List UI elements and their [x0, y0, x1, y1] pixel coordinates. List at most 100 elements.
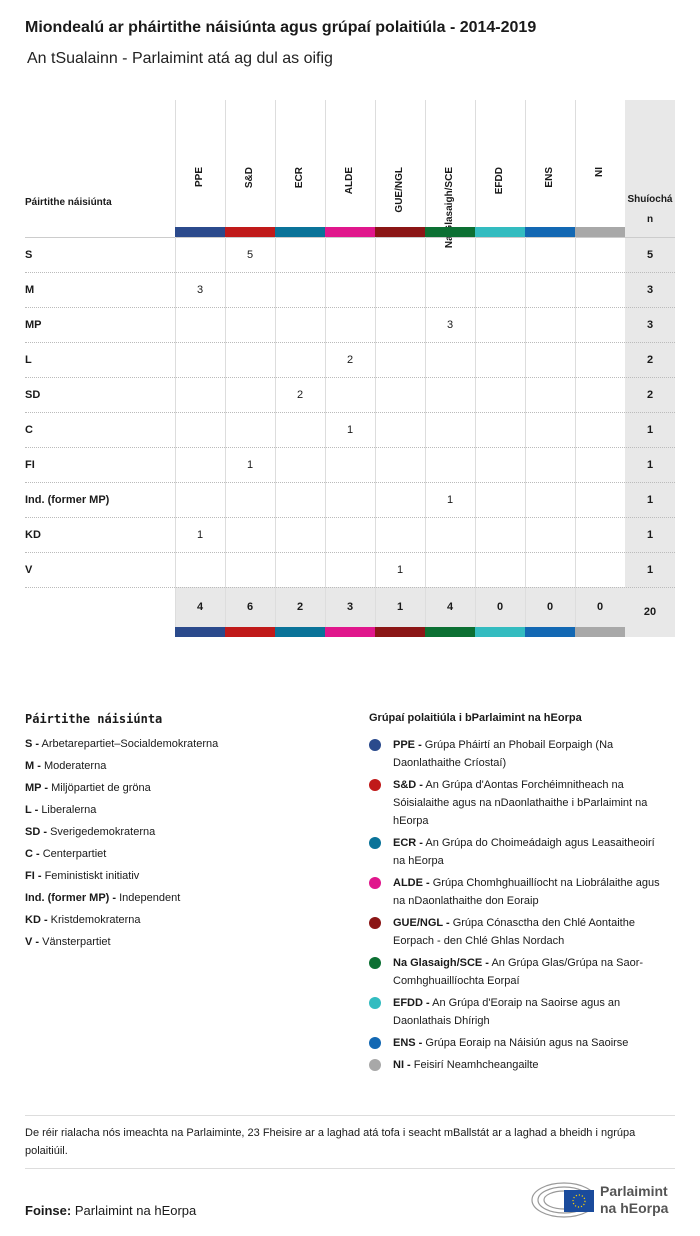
seat-count: 2 [346, 353, 354, 366]
logo-line2: na hEorpa [600, 1200, 669, 1216]
group-color-dot [369, 997, 381, 1009]
group-color-bar [275, 627, 325, 637]
seat-count: 3 [196, 283, 204, 296]
column-total: 2 [296, 601, 304, 613]
party-label: KD [25, 528, 41, 541]
party-name: Independent [119, 892, 181, 904]
group-color-bar [275, 227, 325, 237]
group-legend-item: PPE - Grúpa Pháirtí an Phobail Eorpaigh … [369, 736, 669, 772]
column-divider [225, 100, 226, 637]
party-name: Vänsterpartiet [42, 936, 111, 948]
group-legend-item: ECR - An Grúpa do Choimeádaigh agus Leas… [369, 834, 669, 870]
column-divider [275, 100, 276, 637]
party-label: L [25, 353, 32, 366]
group-abbr: EFDD - [393, 997, 430, 1009]
hemicycle-icon [531, 1182, 597, 1218]
group-name: An Grúpa d'Aontas Forchéimnitheach na Só… [393, 779, 648, 827]
column-total: 0 [546, 601, 554, 613]
column-label: ENS [544, 167, 555, 188]
group-color-dot [369, 877, 381, 889]
seat-count: 1 [446, 493, 454, 506]
party-legend-item: C - Centerpartiet [25, 848, 106, 860]
source: Foinse: Parlaimint na hEorpa [25, 1203, 196, 1218]
group-name: An Grúpa Glas/Grúpa na Saor-Comhghuaillí… [393, 957, 644, 987]
column-label: NI [594, 167, 605, 177]
party-legend-item: S - Arbetarepartiet–Socialdemokraterna [25, 738, 218, 750]
party-total: 1 [646, 458, 654, 471]
party-abbr: SD - [25, 826, 47, 838]
source-value: Parlaimint na hEorpa [74, 1203, 197, 1218]
group-color-bar [475, 627, 525, 637]
party-total: 3 [646, 318, 654, 331]
party-abbr: S - [25, 738, 40, 750]
parties-legend-heading: Páirtithe náisiúnta [25, 712, 163, 726]
column-header: ENS [525, 100, 575, 227]
column-divider [525, 100, 526, 637]
column-total: 0 [596, 601, 604, 613]
row-header: Páirtithe náisiúnta [25, 197, 112, 208]
group-color-bar [575, 227, 625, 237]
seats-table: Páirtithe náisiúnta Shuíochán PPE 4 S&D 6 ECR 2… [25, 100, 675, 637]
party-abbr: MP - [25, 782, 49, 794]
column-header: Na Glasaigh/SCE [425, 100, 475, 248]
party-total: 1 [646, 528, 654, 541]
group-color-dot [369, 957, 381, 969]
column-header: PPE [175, 100, 225, 227]
ep-logo: Parlaimint na hEorpa [530, 1180, 680, 1220]
party-label: M [25, 283, 35, 296]
party-total: 3 [646, 283, 654, 296]
column-divider [425, 100, 426, 637]
divider [25, 1115, 675, 1116]
party-label: V [25, 563, 33, 576]
groups-legend-heading: Grúpaí polaitiúla i bParlaimint na hEorp… [369, 712, 582, 724]
party-name: Miljöpartiet de gröna [51, 782, 151, 794]
column-divider [375, 100, 376, 637]
group-color-dot [369, 917, 381, 929]
group-abbr: GUE/NGL - [393, 917, 450, 929]
group-color-dot [369, 739, 381, 751]
column-total: 4 [196, 601, 204, 613]
group-abbr: ECR - [393, 837, 423, 849]
column-divider [325, 100, 326, 637]
party-abbr: M - [25, 760, 41, 772]
column-total: 3 [346, 601, 354, 613]
party-name: Centerpartiet [42, 848, 107, 860]
group-color-bar [225, 227, 275, 237]
group-abbr: NI - [393, 1059, 411, 1071]
party-name: Sverigedemokraterna [50, 826, 156, 838]
party-legend-item: Ind. (former MP) - Independent [25, 892, 180, 904]
column-total: 6 [246, 601, 254, 613]
group-color-bar [425, 227, 475, 237]
party-legend-item: SD - Sverigedemokraterna [25, 826, 155, 838]
row-divider [25, 272, 675, 273]
group-color-bar [575, 627, 625, 637]
group-legend-item: S&D - An Grúpa d'Aontas Forchéimnitheach… [369, 776, 669, 830]
group-color-bar [425, 627, 475, 637]
group-legend-item: ENS - Grúpa Eoraip na Náisiún agus na Sa… [369, 1034, 669, 1052]
group-color-bar [325, 627, 375, 637]
group-color-bar [475, 227, 525, 237]
party-abbr: Ind. (former MP) - [25, 892, 117, 904]
party-label: C [25, 423, 33, 436]
row-divider [25, 517, 675, 518]
group-color-dot [369, 1059, 381, 1071]
total-header: Shuíochán [627, 194, 673, 225]
source-label: Foinse: [25, 1203, 72, 1218]
row-divider [25, 482, 675, 483]
party-name: Moderaterna [43, 760, 107, 772]
group-abbr: ENS - [393, 1037, 423, 1049]
column-label: S&D [244, 167, 255, 189]
row-divider [25, 412, 675, 413]
grand-total: 20 [643, 606, 657, 618]
party-label: MP [25, 318, 42, 331]
party-total: 2 [646, 388, 654, 401]
party-abbr: KD - [25, 914, 48, 926]
column-label: ECR [294, 167, 305, 189]
party-abbr: FI - [25, 870, 42, 882]
group-name: Grúpa Pháirtí an Phobail Eorpaigh (Na Da… [393, 739, 614, 769]
party-legend-item: MP - Miljöpartiet de gröna [25, 782, 151, 794]
party-total: 1 [646, 493, 654, 506]
column-divider [175, 100, 176, 637]
row-divider [25, 447, 675, 448]
seat-count: 1 [196, 528, 204, 541]
